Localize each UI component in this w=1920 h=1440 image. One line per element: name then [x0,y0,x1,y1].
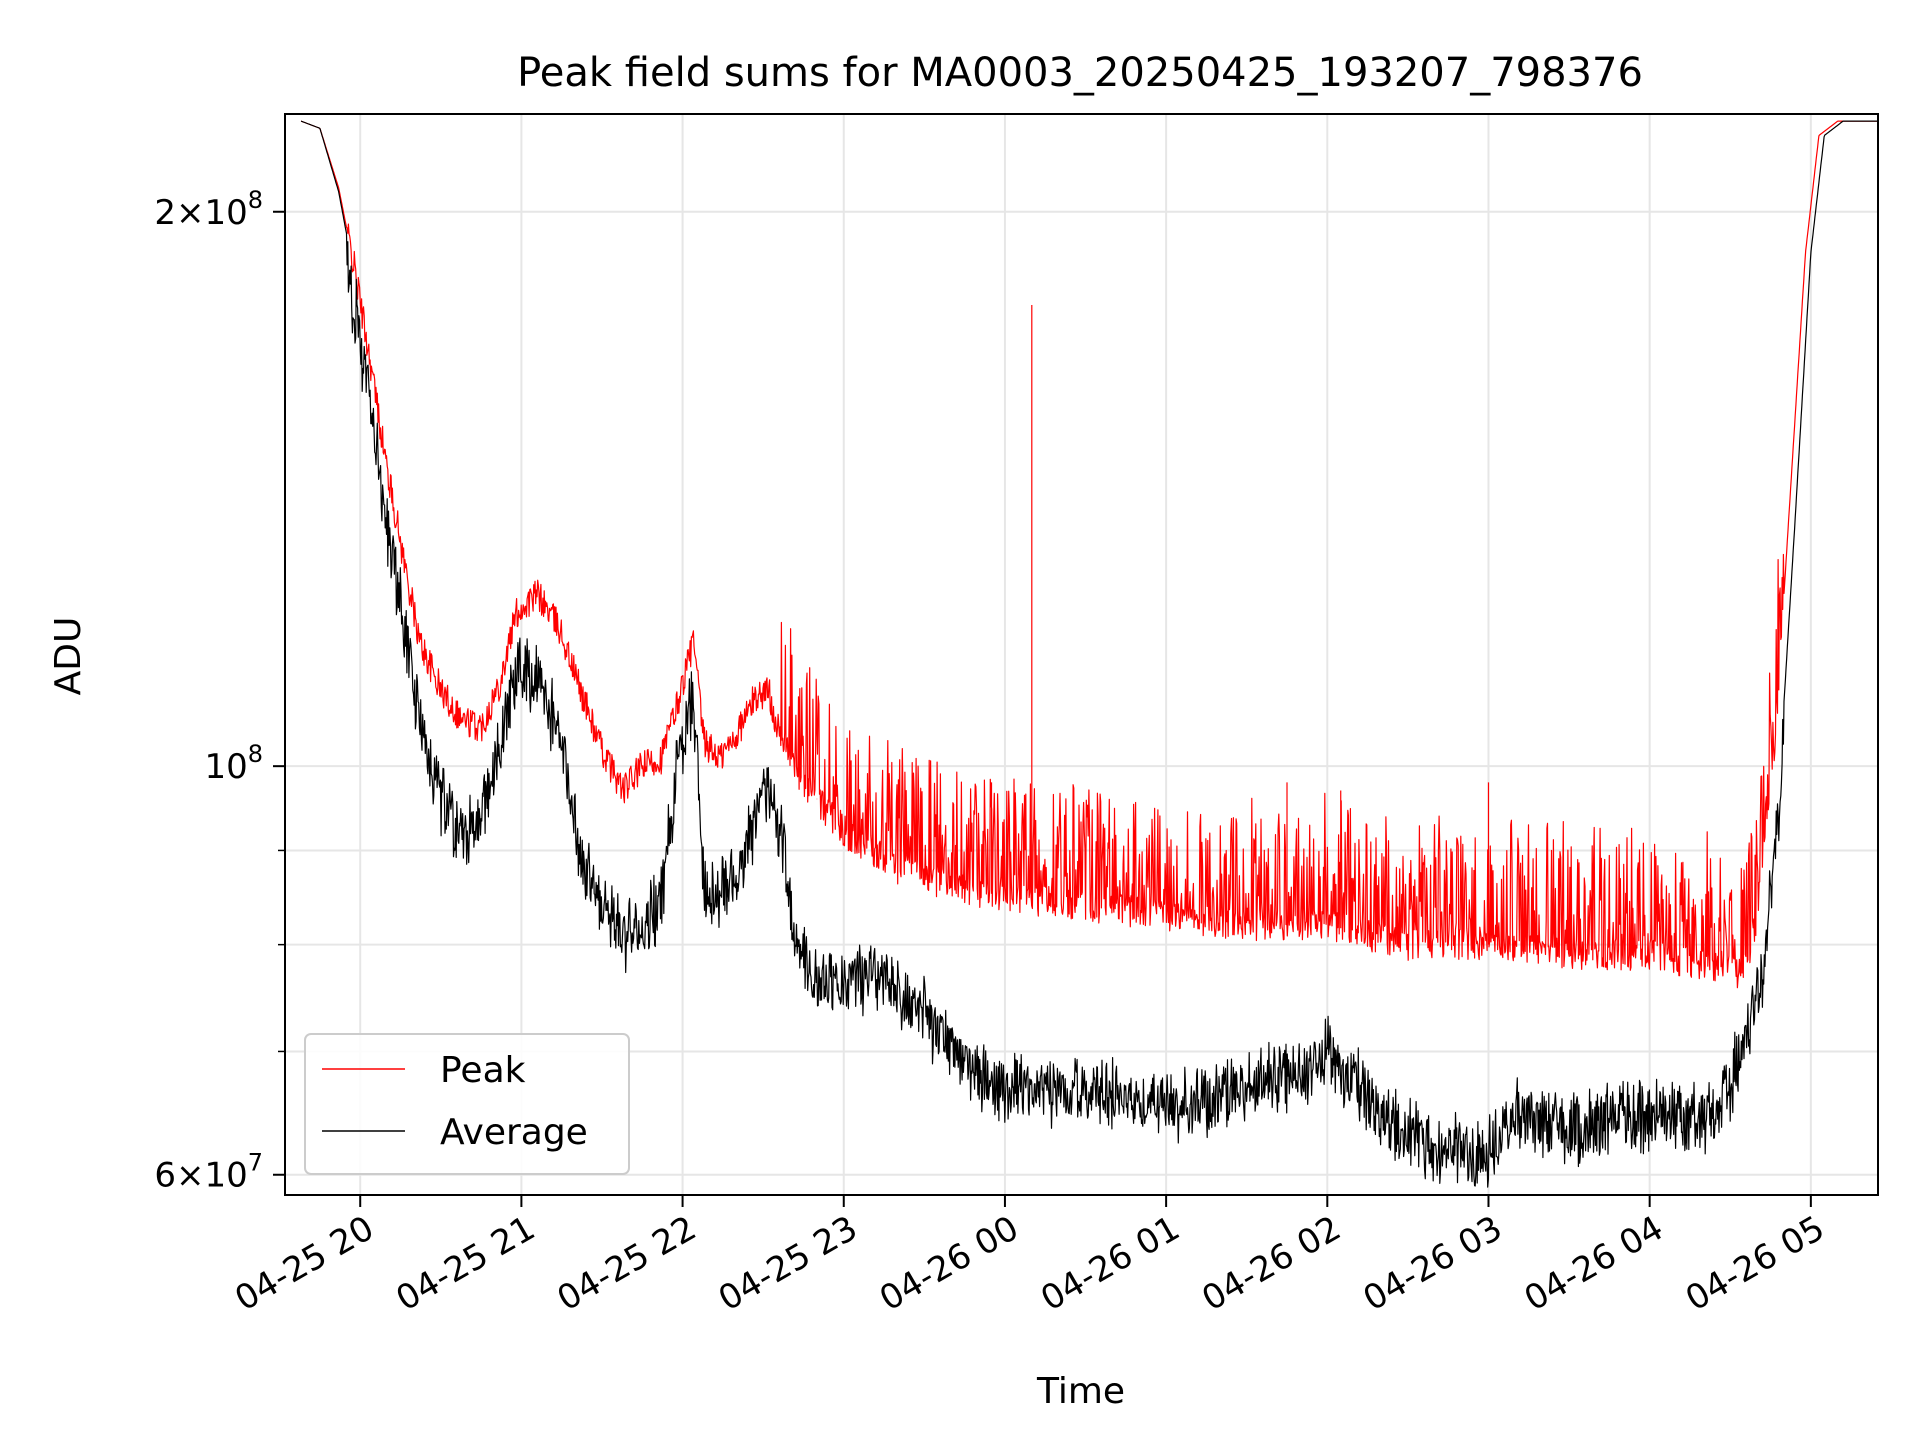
legend-label-peak: Peak [440,1050,526,1091]
legend: Peak Average [304,1033,630,1175]
x-axis-label: Time [1036,1371,1125,1412]
y-axis-label: ADU [48,617,89,696]
plot-area [300,120,1878,1188]
legend-label-average: Average [440,1112,588,1153]
series-line-peak [300,120,1878,989]
axes-frame [284,113,1879,1196]
grid [285,114,1878,1195]
y-axis: 6×107 108 2×108 [154,186,285,1196]
y-tick-label: 2×108 [154,186,263,233]
y-tick-label: 108 [204,740,263,787]
chart-title: Peak field sums for MA0003_20250425_1932… [517,50,1643,96]
y-tick-label: 6×107 [154,1149,263,1196]
series-line-average [300,120,1878,1188]
